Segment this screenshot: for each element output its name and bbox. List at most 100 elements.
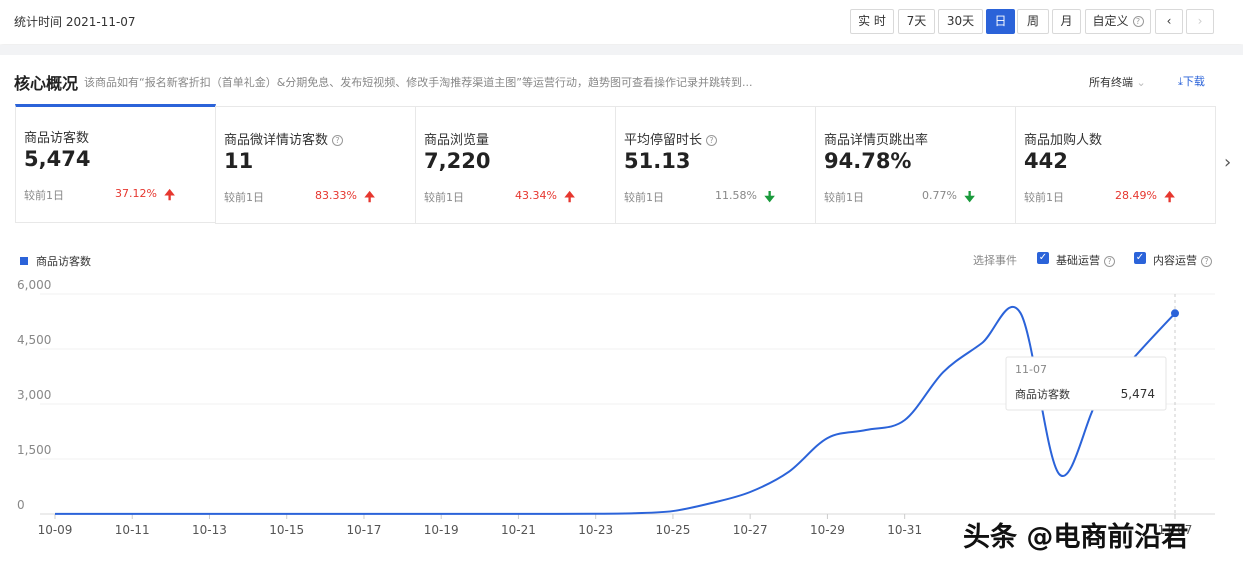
- x-tick-label: 10-21: [501, 523, 536, 537]
- metric-compare: 较前1日: [24, 189, 64, 202]
- event-option: 内容运营?: [1153, 252, 1212, 268]
- metric-label: 商品访客数: [24, 127, 89, 146]
- tooltip-date: 11-07: [1015, 363, 1047, 376]
- metric-compare: 较前1日: [224, 191, 264, 204]
- help-icon: ?: [706, 135, 718, 146]
- x-tick-label: 10-25: [655, 523, 690, 537]
- x-tick-label: 10-13: [192, 523, 227, 537]
- events-label: 选择事件: [973, 254, 1017, 267]
- metric-compare: 较前1日: [624, 191, 664, 204]
- change-arrow: 🠉: [1164, 190, 1175, 205]
- metric-compare: 较前1日: [1024, 191, 1064, 204]
- metric-card[interactable]: 商品浏览量 7,220 较前1日 43.34% 🠉: [415, 106, 616, 224]
- metric-label: 商品加购人数: [1024, 129, 1102, 148]
- x-tick-label: 11-07: [1158, 523, 1193, 537]
- event-checkbox[interactable]: ✓: [1134, 252, 1146, 264]
- metric-change: 11.58%: [715, 189, 757, 202]
- change-arrow: 🠉: [564, 190, 575, 205]
- event-option: 基础运营?: [1056, 252, 1115, 268]
- download-label: 下载: [1182, 75, 1205, 88]
- legend-swatch: [20, 257, 28, 265]
- x-tick-label: 10-29: [810, 523, 845, 537]
- y-tick-label: 3,000: [17, 388, 51, 402]
- metric-change: 28.49%: [1115, 189, 1157, 202]
- next-button[interactable]: ›: [1186, 9, 1214, 34]
- section-title: 核心概况: [14, 74, 79, 93]
- metric-label-text: 商品访客数: [24, 131, 90, 146]
- metric-card[interactable]: 商品详情页跳出率 94.78% 较前1日 0.77% 🠋: [815, 106, 1016, 224]
- metric-value: 5,474: [24, 147, 91, 171]
- metric-change: 37.12%: [115, 187, 157, 200]
- top-bar: 统计时间 2021-11-07 实 时 7天 30天日周月自定义? ‹ ›: [0, 0, 1243, 44]
- time-button[interactable]: 30天: [938, 9, 983, 34]
- metric-value: 7,220: [424, 149, 491, 173]
- tooltip-box: [1005, 356, 1167, 411]
- series-line: [54, 305, 1176, 515]
- chart: 商品访客数 0 1,500 3,000 4,500 6,000 10-09 10-11 10-1…: [17, 254, 1215, 537]
- time-button[interactable]: 实 时: [850, 9, 894, 34]
- x-tick-label: 10-23: [578, 523, 613, 537]
- metric-value: 11: [224, 149, 254, 173]
- metric-change: 83.33%: [315, 189, 357, 202]
- x-tick-label: 10-19: [424, 523, 459, 537]
- help-icon: ?: [332, 135, 344, 146]
- change-arrow: 🠉: [364, 190, 375, 205]
- metric-card[interactable]: 平均停留时长? 51.13 较前1日 11.58% 🠋: [615, 106, 816, 224]
- x-tick-label: 10-17: [347, 523, 382, 537]
- stat-time: 统计时间 2021-11-07: [14, 15, 136, 29]
- metric-label: 商品浏览量: [424, 129, 489, 148]
- help-icon: ?: [1201, 255, 1212, 267]
- metric-label-text: 商品加购人数: [1024, 133, 1103, 148]
- metric-change: 0.77%: [922, 189, 957, 202]
- x-tick-label: 10-15: [269, 523, 304, 537]
- y-tick-label: 0: [17, 498, 25, 512]
- metric-label: 商品微详情访客数?: [224, 129, 344, 148]
- download-link[interactable]: ⤓下载: [1178, 75, 1205, 88]
- terminal-select[interactable]: 所有终端 ⌄: [1089, 76, 1146, 89]
- section-description: 该商品如有“报名新客折扣（首单礼金）&分期免息、发布短视频、修改手淘推荐渠道主图…: [84, 76, 753, 89]
- metric-value: 94.78%: [824, 149, 912, 173]
- time-button[interactable]: 7天: [898, 9, 935, 34]
- metric-label-text: 商品微详情访客数: [224, 133, 329, 148]
- time-button[interactable]: 日: [986, 9, 1015, 34]
- metric-value: 51.13: [624, 149, 691, 173]
- hover-point: [1171, 309, 1179, 318]
- prev-button[interactable]: ‹: [1155, 9, 1183, 34]
- y-tick-label: 1,500: [17, 443, 51, 457]
- x-tick-label: 10-11: [115, 523, 150, 537]
- legend-label: 商品访客数: [36, 254, 91, 268]
- y-tick-label: 6,000: [17, 278, 51, 292]
- metric-label: 平均停留时长?: [624, 129, 718, 148]
- cards-next[interactable]: ›: [1224, 152, 1232, 173]
- divider: [0, 45, 1243, 55]
- metric-card[interactable]: 商品访客数 5,474 较前1日 37.12% 🠉: [15, 104, 216, 223]
- x-tick-label: 10-27: [733, 523, 768, 537]
- time-button[interactable]: 自定义?: [1085, 9, 1151, 34]
- metric-compare: 较前1日: [824, 191, 864, 204]
- change-arrow: 🠋: [764, 190, 775, 205]
- metric-label-text: 商品详情页跳出率: [824, 133, 929, 148]
- time-button[interactable]: 月: [1052, 9, 1081, 34]
- watermark: 头条 @电商前沿君: [963, 522, 1189, 553]
- tooltip-series: 商品访客数: [1015, 387, 1070, 401]
- help-icon: ?: [1132, 16, 1144, 27]
- metric-card[interactable]: 商品加购人数 442 较前1日 28.49% 🠉: [1015, 106, 1216, 224]
- metric-change: 43.34%: [515, 189, 557, 202]
- tooltip: 11-07 商品访客数 5,474: [1005, 356, 1167, 411]
- metric-label-text: 平均停留时长: [624, 133, 703, 148]
- metric-value: 442: [1024, 149, 1068, 173]
- metric-compare: 较前1日: [424, 191, 464, 204]
- time-button[interactable]: 周: [1017, 9, 1049, 34]
- help-icon: ?: [1104, 255, 1115, 267]
- metric-card[interactable]: 商品微详情访客数? 11 较前1日 83.33% 🠉: [215, 106, 416, 224]
- metric-label-text: 商品浏览量: [424, 133, 490, 148]
- terminal-label: 所有终端: [1089, 76, 1133, 89]
- tooltip-value: 5,474: [1121, 387, 1155, 401]
- change-arrow: 🠉: [164, 188, 175, 203]
- x-tick-label: 10-31: [887, 523, 922, 537]
- change-arrow: 🠋: [964, 190, 975, 205]
- event-checkbox[interactable]: ✓: [1037, 252, 1049, 264]
- metric-label: 商品详情页跳出率: [824, 129, 928, 148]
- x-tick-label: 10-09: [38, 523, 73, 537]
